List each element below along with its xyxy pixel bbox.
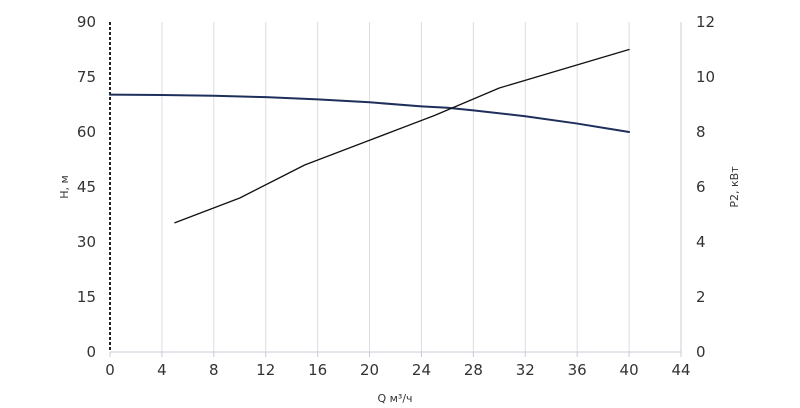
left-y-tick-label: 60: [77, 123, 96, 141]
x-tick-label: 36: [568, 361, 587, 379]
right-y-tick-label: 8: [696, 123, 706, 141]
x-tick-label: 8: [209, 361, 219, 379]
grid-lines: [161, 22, 682, 352]
x-tick-label: 32: [516, 361, 535, 379]
right-y-tick-label: 4: [696, 233, 706, 251]
x-tick-label: 44: [671, 361, 690, 379]
axes: [109, 22, 682, 357]
x-axis-title: Q м³/ч: [377, 392, 412, 405]
series-lines: [109, 48, 631, 224]
left-y-axis-title: H, м: [58, 175, 71, 199]
x-tick-label: 40: [620, 361, 639, 379]
left-y-tick-label: 90: [77, 13, 96, 31]
x-tick-label: 0: [105, 361, 115, 379]
x-tick-label: 4: [157, 361, 167, 379]
x-tick-label: 24: [412, 361, 431, 379]
power-curve-line: [174, 48, 630, 224]
right-y-tick-label: 10: [696, 68, 715, 86]
right-y-tick-label: 6: [696, 178, 706, 196]
tick-labels: 0 4 8 12 16 20 24 28 32 36 40 440153045607590024681…: [77, 13, 715, 379]
right-y-tick-label: 0: [696, 343, 706, 361]
left-y-tick-label: 75: [77, 68, 96, 86]
x-tick-label: 20: [360, 361, 379, 379]
x-tick-label: 12: [256, 361, 275, 379]
left-y-tick-label: 0: [86, 343, 96, 361]
head-curve-line: [109, 93, 631, 133]
x-tick-label: 28: [464, 361, 483, 379]
left-y-tick-label: 30: [77, 233, 96, 251]
right-y-axis-title: P2, кВт: [728, 166, 741, 208]
left-y-tick-label: 15: [77, 288, 96, 306]
right-y-tick-label: 12: [696, 13, 715, 31]
right-y-tick-label: 2: [696, 288, 706, 306]
left-y-tick-label: 45: [77, 178, 96, 196]
x-tick-label: 16: [308, 361, 327, 379]
